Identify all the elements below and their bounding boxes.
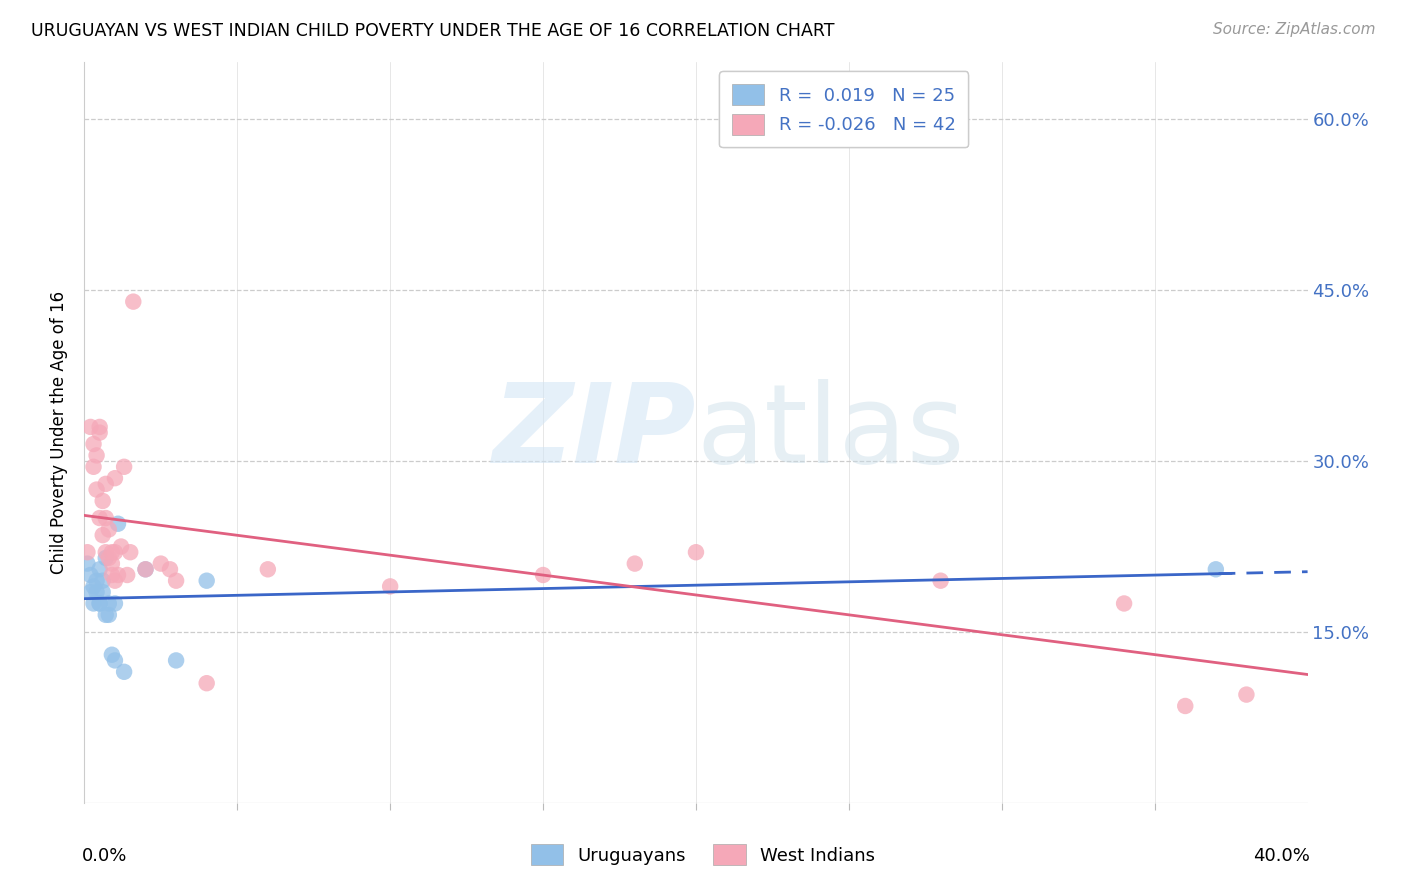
West Indians (101, 545, 124, 559)
West Indians (159, 562, 181, 576)
West Indians (94, 476, 117, 491)
Text: URUGUAYAN VS WEST INDIAN CHILD POVERTY UNDER THE AGE OF 16 CORRELATION CHART: URUGUAYAN VS WEST INDIAN CHILD POVERTY U… (31, 22, 834, 40)
Uruguayans (101, 648, 124, 662)
West Indians (149, 557, 172, 571)
Text: Source: ZipAtlas.com: Source: ZipAtlas.com (1212, 22, 1375, 37)
Uruguayans (94, 607, 117, 622)
Uruguayans (107, 516, 129, 531)
West Indians (91, 528, 114, 542)
Uruguayans (79, 585, 101, 599)
West Indians (120, 545, 142, 559)
West Indians (97, 550, 120, 565)
Uruguayans (104, 653, 127, 667)
Y-axis label: Child Poverty Under the Age of 16: Child Poverty Under the Age of 16 (51, 291, 69, 574)
West Indians (115, 568, 138, 582)
West Indians (112, 459, 135, 474)
West Indians (104, 471, 127, 485)
Uruguayans (195, 574, 218, 588)
Text: atlas: atlas (696, 379, 965, 486)
Uruguayans (89, 597, 111, 611)
West Indians (624, 557, 647, 571)
Uruguayans (94, 550, 117, 565)
Uruguayans (91, 585, 114, 599)
Uruguayans (91, 574, 114, 588)
West Indians (89, 511, 111, 525)
West Indians (1174, 698, 1197, 713)
West Indians (380, 579, 402, 593)
West Indians (104, 574, 127, 588)
West Indians (101, 568, 124, 582)
Uruguayans (97, 597, 120, 611)
Text: 0.0%: 0.0% (82, 847, 128, 865)
Uruguayans (112, 665, 135, 679)
Uruguayans (89, 597, 111, 611)
West Indians (97, 523, 120, 537)
Uruguayans (135, 562, 157, 576)
West Indians (86, 483, 108, 497)
Uruguayans (86, 574, 108, 588)
Legend: R =  0.019   N = 25, R = -0.026   N = 42: R = 0.019 N = 25, R = -0.026 N = 42 (720, 71, 969, 147)
Text: 40.0%: 40.0% (1253, 847, 1310, 865)
West Indians (89, 420, 111, 434)
West Indians (83, 437, 105, 451)
West Indians (1114, 597, 1136, 611)
West Indians (104, 545, 127, 559)
West Indians (685, 545, 707, 559)
Uruguayans (104, 597, 127, 611)
Uruguayans (83, 597, 105, 611)
West Indians (94, 545, 117, 559)
West Indians (135, 562, 157, 576)
Uruguayans (83, 579, 105, 593)
Uruguayans (79, 568, 101, 582)
West Indians (257, 562, 280, 576)
Uruguayans (1205, 562, 1227, 576)
West Indians (122, 294, 145, 309)
West Indians (1236, 688, 1258, 702)
Legend: Uruguayans, West Indians: Uruguayans, West Indians (522, 835, 884, 874)
Uruguayans (89, 562, 111, 576)
West Indians (79, 420, 101, 434)
West Indians (165, 574, 187, 588)
West Indians (86, 449, 108, 463)
West Indians (83, 459, 105, 474)
West Indians (110, 540, 132, 554)
Uruguayans (76, 557, 98, 571)
West Indians (195, 676, 218, 690)
Uruguayans (97, 607, 120, 622)
West Indians (91, 494, 114, 508)
West Indians (94, 511, 117, 525)
Uruguayans (165, 653, 187, 667)
West Indians (929, 574, 952, 588)
Text: ZIP: ZIP (492, 379, 696, 486)
Uruguayans (86, 585, 108, 599)
West Indians (101, 557, 124, 571)
West Indians (107, 568, 129, 582)
West Indians (89, 425, 111, 440)
West Indians (531, 568, 554, 582)
West Indians (76, 545, 98, 559)
